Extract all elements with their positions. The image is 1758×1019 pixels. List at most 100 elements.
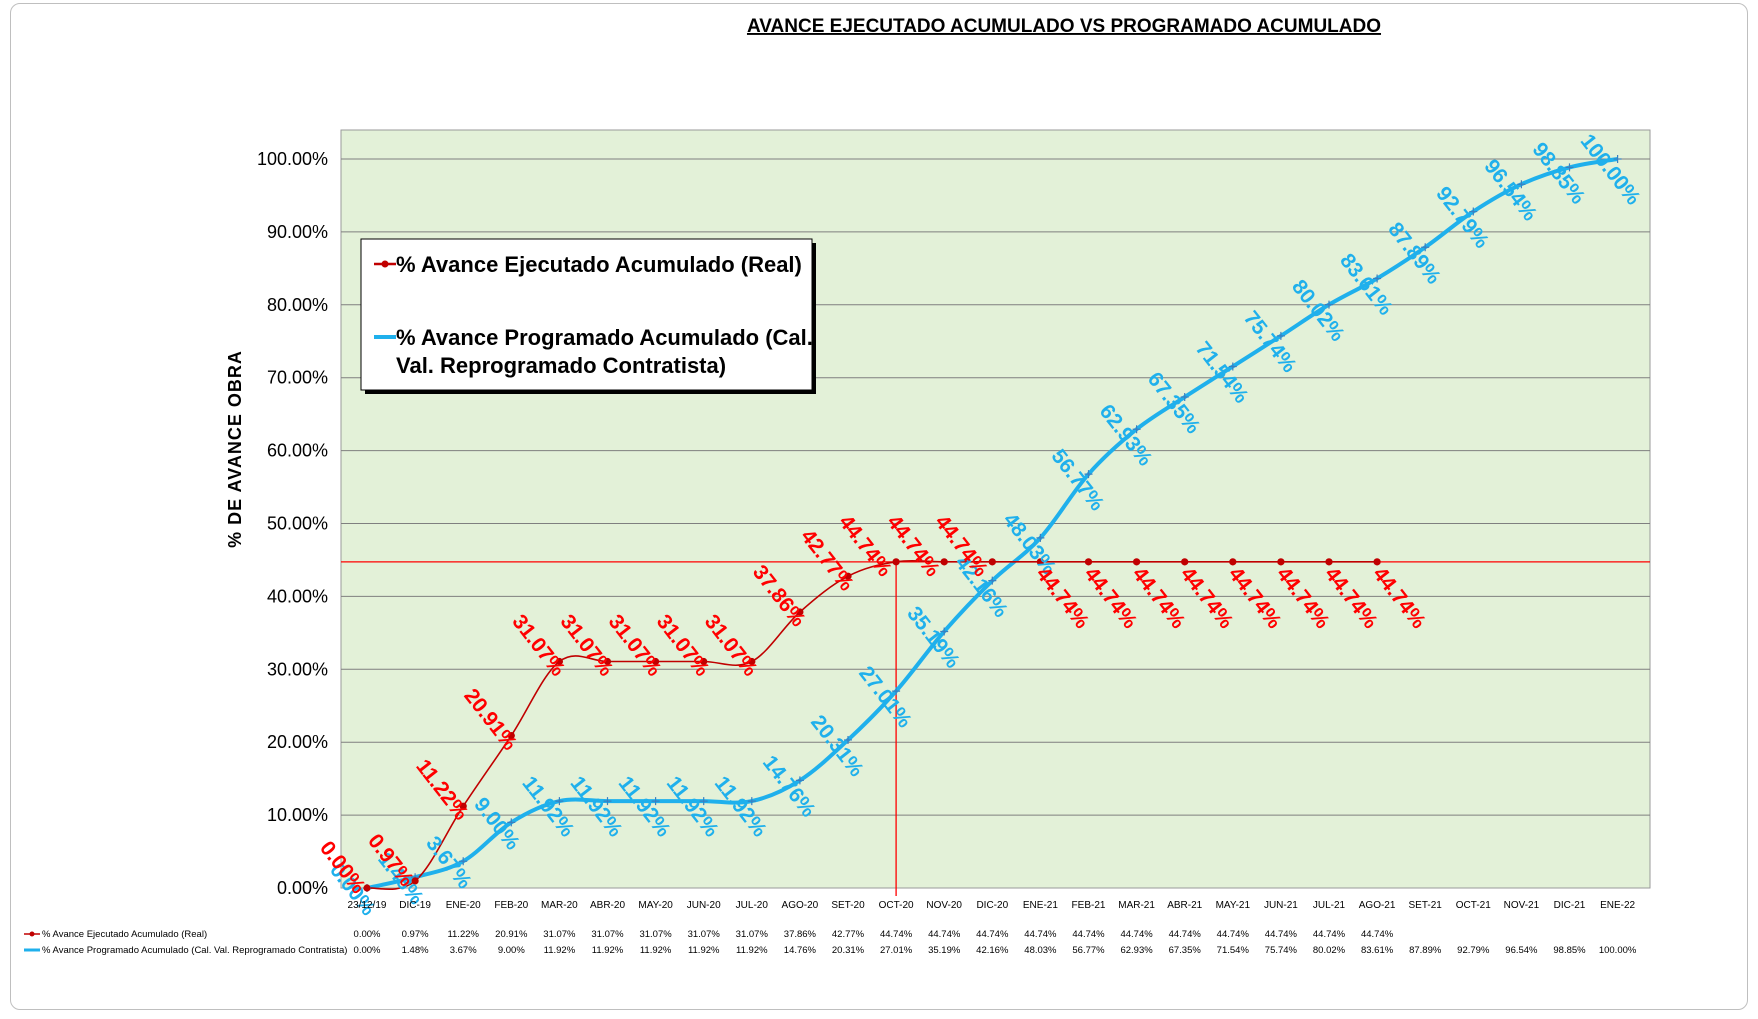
x-tick-label: MAR-21 — [1118, 900, 1155, 911]
table-prog-value: 20.31% — [832, 945, 865, 956]
table-prog-value: 11.92% — [736, 945, 768, 956]
y-tick-label: 0.00% — [277, 878, 328, 898]
table-prog-value: 100.00% — [1599, 945, 1637, 956]
x-tick-label: MAY-21 — [1216, 900, 1251, 911]
real-point — [1133, 558, 1140, 565]
table-prog-value: 48.03% — [1024, 945, 1057, 956]
table-real-key-marker — [30, 932, 35, 937]
table-real-value: 20.91% — [495, 929, 528, 940]
table-prog-value: 62.93% — [1120, 945, 1153, 956]
x-tick-label: DIC-20 — [976, 900, 1008, 911]
table-prog-value: 67.35% — [1169, 945, 1202, 956]
y-tick-label: 30.00% — [267, 659, 328, 679]
x-tick-label: JUL-20 — [736, 900, 769, 911]
legend-real-marker — [382, 261, 389, 268]
table-real-value: 44.74% — [1361, 929, 1394, 940]
x-tick-label: FEB-21 — [1072, 900, 1106, 911]
table-prog-value: 42.16% — [976, 945, 1009, 956]
table-real-value: 11.22% — [447, 929, 479, 940]
x-axis-ticks: 23/12/19 DIC-19 ENE-20 FEB-20 MAR-20 ABR-20 MA… — [348, 900, 1636, 911]
x-tick-label: OCT-21 — [1456, 900, 1491, 911]
table-prog-value: 9.00% — [498, 945, 525, 956]
table-real-value: 31.07% — [736, 929, 769, 940]
x-tick-label: JUN-21 — [1264, 900, 1298, 911]
real-point — [1181, 558, 1188, 565]
real-point — [1229, 558, 1236, 565]
table-prog-value: 0.00% — [354, 945, 381, 956]
table-prog-value: 80.02% — [1313, 945, 1346, 956]
table-prog-value: 1.48% — [402, 945, 429, 956]
real-point — [1374, 558, 1381, 565]
y-tick-label: 50.00% — [267, 514, 328, 534]
real-point — [1277, 558, 1284, 565]
table-real-value: 31.07% — [543, 929, 576, 940]
x-tick-label: AGO-21 — [1359, 900, 1396, 911]
y-axis-label: % DE AVANCE OBRA — [225, 350, 245, 548]
x-tick-label: NOV-20 — [926, 900, 962, 911]
x-tick-label: ABR-21 — [1167, 900, 1202, 911]
x-tick-label: ABR-20 — [590, 900, 625, 911]
x-tick-label: ENE-21 — [1023, 900, 1058, 911]
real-point — [1085, 558, 1092, 565]
y-tick-label: 90.00% — [267, 222, 328, 242]
table-prog-value: 14.76% — [784, 945, 817, 956]
y-tick-label: 10.00% — [267, 805, 328, 825]
table-prog-value: 11.92% — [640, 945, 672, 956]
table-prog-value: 35.19% — [928, 945, 961, 956]
table-real-value: 0.00% — [354, 929, 381, 940]
table-prog-name: % Avance Programado Acumulado (Cal. Val.… — [42, 945, 347, 956]
table-prog-value: 83.61% — [1361, 945, 1394, 956]
chart-title: AVANCE EJECUTADO ACUMULADO VS PROGRAMADO… — [747, 16, 1381, 37]
x-tick-label: ENE-22 — [1600, 900, 1635, 911]
data-table: % Avance Ejecutado Acumulado (Real) % Ava… — [24, 929, 1637, 956]
x-tick-label: MAR-20 — [541, 900, 578, 911]
legend-prog-label-line-1: % Avance Programado Acumulado (Cal. — [396, 325, 813, 350]
table-real-value: 44.74% — [1265, 929, 1298, 940]
y-tick-label: 20.00% — [267, 732, 328, 752]
x-tick-label: MAY-20 — [638, 900, 673, 911]
table-real-value: 44.74% — [1024, 929, 1057, 940]
x-tick-label: AGO-20 — [782, 900, 819, 911]
y-tick-label: 100.00% — [257, 149, 328, 169]
x-tick-label: SET-20 — [831, 900, 865, 911]
y-axis-ticks: 0.00% 10.00% 20.00% 30.00% 40.00% 50.00% 60.00… — [257, 149, 328, 898]
real-point — [1325, 558, 1332, 565]
x-tick-label: JUL-21 — [1313, 900, 1346, 911]
table-real-value: 44.74% — [1313, 929, 1346, 940]
table-prog-value: 11.92% — [544, 945, 576, 956]
legend: % Avance Ejecutado Acumulado (Real) % Av… — [361, 239, 816, 394]
x-tick-label: SET-21 — [1409, 900, 1443, 911]
table-prog-value: 11.92% — [592, 945, 624, 956]
table-prog-value: 27.01% — [880, 945, 913, 956]
table-real-value: 42.77% — [832, 929, 865, 940]
table-prog-value: 98.85% — [1553, 945, 1586, 956]
table-prog-value: 96.54% — [1505, 945, 1538, 956]
table-prog-value: 11.92% — [688, 945, 720, 956]
legend-prog-label-line-2: Val. Reprogramado Contratista) — [396, 353, 726, 378]
table-real-value: 31.07% — [591, 929, 624, 940]
legend-real-label: % Avance Ejecutado Acumulado (Real) — [396, 252, 802, 277]
table-prog-value: 87.89% — [1409, 945, 1442, 956]
table-real-value: 44.74% — [1120, 929, 1153, 940]
table-real-value: 37.86% — [784, 929, 817, 940]
table-prog-value: 75.74% — [1265, 945, 1298, 956]
table-real-value: 44.74% — [1072, 929, 1105, 940]
table-prog-value: 3.67% — [450, 945, 477, 956]
x-tick-label: OCT-20 — [879, 900, 914, 911]
table-prog-value: 56.77% — [1072, 945, 1105, 956]
x-tick-label: DIC-21 — [1554, 900, 1586, 911]
y-tick-label: 80.00% — [267, 295, 328, 315]
y-tick-label: 60.00% — [267, 441, 328, 461]
x-tick-label: DIC-19 — [399, 900, 431, 911]
x-tick-label: FEB-20 — [494, 900, 528, 911]
table-real-value: 0.97% — [402, 929, 429, 940]
y-tick-label: 40.00% — [267, 586, 328, 606]
x-tick-label: JUN-20 — [687, 900, 721, 911]
table-real-value: 31.07% — [688, 929, 721, 940]
x-tick-label: NOV-21 — [1504, 900, 1540, 911]
x-tick-label: ENE-20 — [446, 900, 481, 911]
table-real-name: % Avance Ejecutado Acumulado (Real) — [42, 929, 207, 940]
table-real-value: 44.74% — [928, 929, 961, 940]
x-tick-label: 23/12/19 — [348, 900, 387, 911]
